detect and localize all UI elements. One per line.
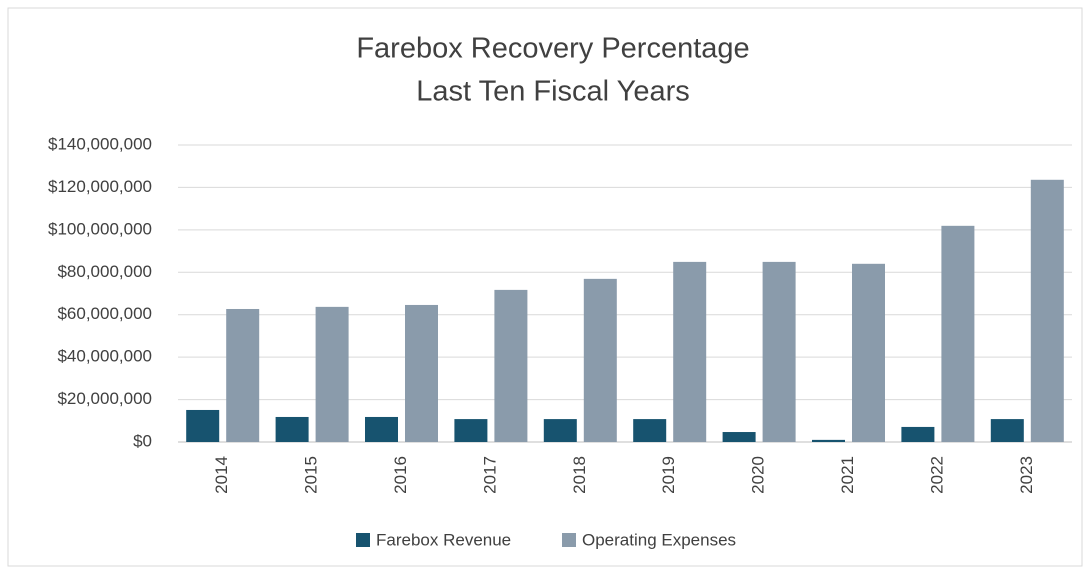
bar <box>583 278 617 442</box>
y-tick-label: $60,000,000 <box>57 304 152 323</box>
x-tick-label: 2019 <box>659 456 678 494</box>
y-tick-label: $0 <box>133 431 152 450</box>
bar <box>633 419 667 442</box>
x-tick-label: 2021 <box>838 456 857 494</box>
x-tick-label: 2015 <box>302 456 321 494</box>
y-tick-label: $80,000,000 <box>57 262 152 281</box>
bar <box>812 439 845 442</box>
bar <box>226 308 260 442</box>
legend-swatch <box>356 533 370 547</box>
x-tick-label: 2017 <box>480 456 499 494</box>
bar <box>762 261 796 442</box>
bar <box>1030 179 1064 442</box>
bar <box>494 289 528 442</box>
bar <box>901 426 935 442</box>
x-tick-label: 2020 <box>749 456 768 494</box>
x-tick-label: 2014 <box>212 456 231 494</box>
bar <box>722 432 756 442</box>
x-tick-label: 2022 <box>927 456 946 494</box>
legend-label: Farebox Revenue <box>376 530 511 549</box>
bar <box>941 225 975 442</box>
bar <box>673 261 707 442</box>
chart-frame <box>7 7 1083 567</box>
y-tick-label: $120,000,000 <box>48 177 152 196</box>
x-tick-label: 2018 <box>570 456 589 494</box>
chart-title: Farebox Recovery Percentage <box>356 33 749 65</box>
x-tick-label: 2016 <box>391 456 410 494</box>
legend-swatch <box>562 533 576 547</box>
legend-label: Operating Expenses <box>582 530 736 549</box>
bar <box>365 416 398 442</box>
chart-subtitle: Last Ten Fiscal Years <box>416 76 690 108</box>
bar <box>405 304 438 442</box>
bar <box>186 409 220 442</box>
bar <box>454 419 488 442</box>
bar <box>543 419 577 442</box>
y-tick-label: $100,000,000 <box>48 219 152 238</box>
y-tick-label: $140,000,000 <box>48 134 152 153</box>
x-tick-label: 2023 <box>1017 456 1036 494</box>
bar <box>275 416 309 442</box>
bar <box>852 263 885 442</box>
y-tick-label: $40,000,000 <box>57 347 152 366</box>
y-tick-label: $20,000,000 <box>57 389 152 408</box>
bar <box>990 419 1024 442</box>
bar <box>315 306 349 442</box>
